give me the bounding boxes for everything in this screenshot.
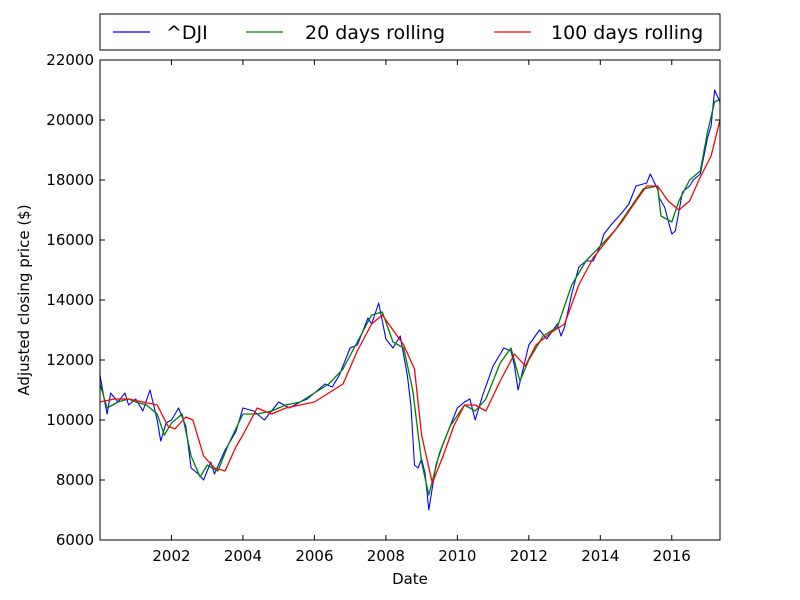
x-tick-label: 2010 [438, 547, 476, 565]
legend-label-dji: ^DJI [166, 22, 208, 44]
y-tick-label: 20000 [46, 111, 94, 129]
y-tick-label: 6000 [56, 531, 94, 549]
x-axis-label: Date [392, 570, 428, 588]
y-axis-label: Adjusted closing price ($) [15, 204, 33, 395]
y-tick-label: 16000 [46, 231, 94, 249]
y-tick-label: 8000 [56, 471, 94, 489]
y-tick-label: 18000 [46, 171, 94, 189]
series-line-dji [99, 89, 721, 511]
y-tick-label: 22000 [46, 51, 94, 69]
series-line-20-days-rolling [99, 98, 721, 496]
legend-label-100-days: 100 days rolling [551, 22, 703, 44]
legend: ^DJI 20 days rolling 100 days rolling [99, 13, 721, 51]
legend-frame [99, 13, 721, 51]
x-tick-label: 2002 [152, 547, 190, 565]
legend-label-20-days: 20 days rolling [305, 22, 445, 44]
x-tick-label: 2014 [581, 547, 619, 565]
x-tick-label: 2004 [224, 547, 262, 565]
y-axis: 6000 8000 10000 12000 14000 16000 18000 20000 22… [46, 51, 720, 549]
x-tick-label: 2008 [367, 547, 405, 565]
x-tick-label: 2006 [295, 547, 333, 565]
y-tick-label: 10000 [46, 411, 94, 429]
x-axis: 2002 2004 2006 2008 2010 2012 2014 2016 [152, 60, 691, 565]
series-line-100-days-rolling [99, 119, 721, 484]
x-tick-label: 2012 [510, 547, 548, 565]
series-layer [99, 89, 721, 511]
x-tick-label: 2016 [653, 547, 691, 565]
y-tick-label: 14000 [46, 291, 94, 309]
y-tick-label: 12000 [46, 351, 94, 369]
